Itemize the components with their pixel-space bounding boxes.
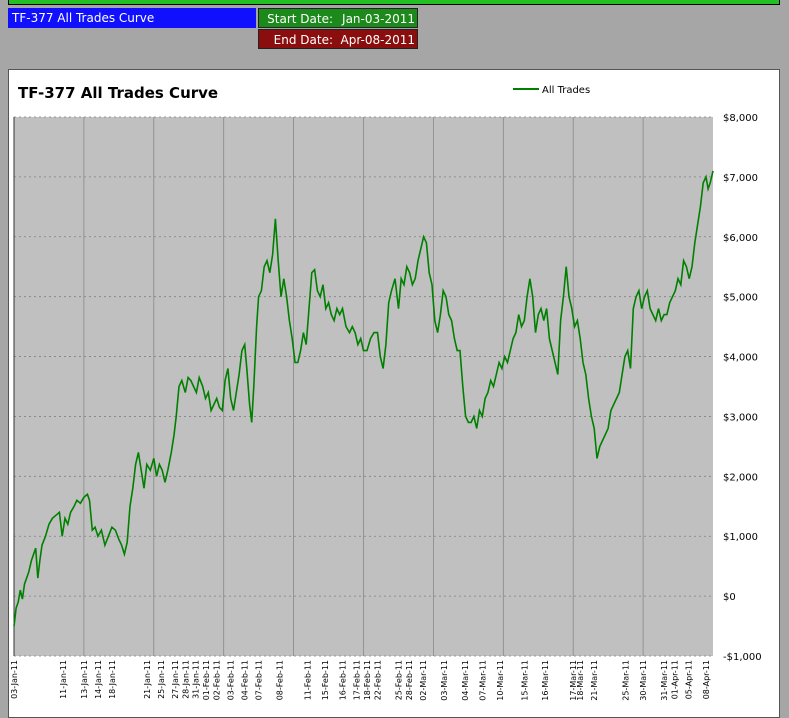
x-tick-label: 03-Mar-11 xyxy=(440,660,449,701)
x-tick-label: 16-Feb-11 xyxy=(339,660,348,700)
x-tick-label: 08-Feb-11 xyxy=(276,660,285,700)
x-tick-label: 25-Jan-11 xyxy=(157,660,166,699)
x-tick-label: 08-Apr-11 xyxy=(702,660,711,699)
x-tick-label: 21-Jan-11 xyxy=(143,660,152,699)
x-tick-label: 15-Feb-11 xyxy=(321,660,330,700)
x-tick-label: 13-Jan-11 xyxy=(80,660,89,699)
x-tick-label: 04-Feb-11 xyxy=(241,660,250,700)
equity-curve-chart: TF-377 All Trades Curve All Trades -$1,0… xyxy=(10,84,762,701)
y-tick-label: $3,000 xyxy=(723,412,758,423)
y-tick-label: $5,000 xyxy=(723,293,758,304)
start-date-label: Start Date: xyxy=(267,12,333,26)
chart-title: TF-377 All Trades Curve xyxy=(18,84,218,102)
top-banner-strip xyxy=(8,0,780,5)
x-tick-label: 25-Feb-11 xyxy=(394,660,403,700)
y-tick-label: -$1,000 xyxy=(723,652,762,663)
legend: All Trades xyxy=(513,85,590,96)
x-tick-label: 22-Feb-11 xyxy=(373,660,382,700)
y-tick-label: $7,000 xyxy=(723,173,758,184)
x-tick-label: 21-Mar-11 xyxy=(590,660,599,701)
x-axis: 03-Jan-11 11-Jan-11 13-Jan-11 14-Jan-11 18-J… xyxy=(10,660,711,701)
x-tick-label: 07-Feb-11 xyxy=(255,660,264,700)
x-tick-label: 27-Jan-11 xyxy=(171,660,180,699)
end-date-value: Apr-08-2011 xyxy=(340,33,415,47)
y-axis: -$1,000 $0 $1,000 $2,000 $3,000 $4,000 $5,000 $… xyxy=(723,113,762,663)
start-date-box: Start Date: Jan-03-2011 xyxy=(258,8,418,28)
chart-container: TF-377 All Trades Curve All Trades -$1,0… xyxy=(8,69,780,718)
y-tick-label: $1,000 xyxy=(723,532,758,543)
x-tick-label: 03-Jan-11 xyxy=(10,660,19,699)
x-tick-label: 17-Mar-11 xyxy=(569,660,578,701)
x-tick-label: 14-Jan-11 xyxy=(94,660,103,699)
x-tick-label: 28-Jan-11 xyxy=(181,660,190,699)
x-tick-label: 31-Jan-11 xyxy=(192,660,201,699)
x-tick-label: 11-Jan-11 xyxy=(59,660,68,699)
x-tick-label: 16-Mar-11 xyxy=(541,660,550,701)
y-tick-label: $4,000 xyxy=(723,353,758,364)
strategy-title: TF-377 All Trades Curve xyxy=(12,11,155,25)
strategy-title-box: TF-377 All Trades Curve xyxy=(8,8,256,28)
x-tick-label: 05-Apr-11 xyxy=(685,660,694,699)
x-tick-label: 31-Mar-11 xyxy=(660,660,669,701)
x-tick-label: 01-Apr-11 xyxy=(671,660,680,699)
legend-label-all-trades: All Trades xyxy=(542,85,590,96)
x-tick-label: 10-Mar-11 xyxy=(496,660,505,701)
y-tick-label: $8,000 xyxy=(723,113,758,124)
end-date-label: End Date: xyxy=(273,33,333,47)
x-tick-label: 07-Mar-11 xyxy=(478,660,487,701)
x-tick-label: 28-Feb-11 xyxy=(405,660,414,700)
grid-lines xyxy=(13,116,713,657)
x-tick-label: 15-Mar-11 xyxy=(520,660,529,701)
series-line-all-trades xyxy=(13,170,714,627)
x-tick-label: 11-Feb-11 xyxy=(304,660,313,700)
x-tick-label: 30-Mar-11 xyxy=(639,660,648,701)
x-tick-label: 01-Feb-11 xyxy=(202,660,211,700)
x-tick-label: 18-Jan-11 xyxy=(108,660,117,699)
start-date-value: Jan-03-2011 xyxy=(342,12,415,26)
x-tick-label: 18-Feb-11 xyxy=(363,660,372,700)
x-tick-label: 25-Mar-11 xyxy=(622,660,631,701)
x-tick-label: 18-Mar-11 xyxy=(576,660,585,701)
y-tick-label: $6,000 xyxy=(723,233,758,244)
x-tick-label: 02-Mar-11 xyxy=(419,660,428,701)
y-tick-label: $0 xyxy=(723,592,736,603)
x-tick-label: 03-Feb-11 xyxy=(227,660,236,700)
x-tick-label: 04-Mar-11 xyxy=(461,660,470,701)
x-tick-label: 02-Feb-11 xyxy=(213,660,222,700)
y-tick-label: $2,000 xyxy=(723,472,758,483)
end-date-box: End Date: Apr-08-2011 xyxy=(258,29,418,49)
x-tick-label: 17-Feb-11 xyxy=(353,660,362,700)
